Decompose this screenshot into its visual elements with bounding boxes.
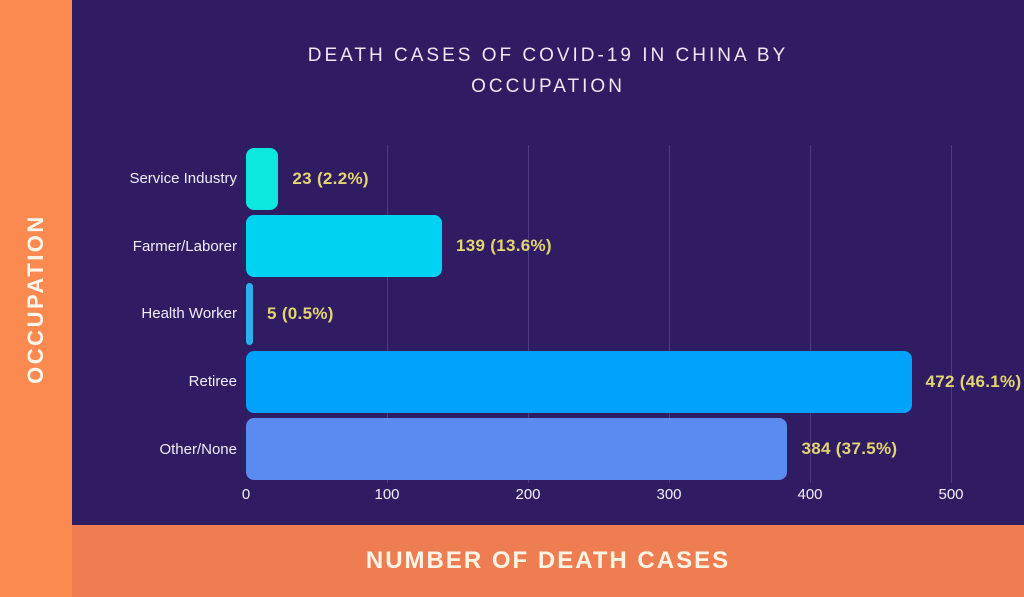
bar-farmer-laborer	[246, 215, 442, 278]
x-axis-title: NUMBER OF DEATH CASES	[365, 547, 731, 574]
value-label: 23 (2.2%)	[292, 168, 369, 188]
bar-retiree	[246, 350, 912, 413]
gridline	[951, 145, 952, 483]
category-label: Service Industry	[129, 170, 237, 188]
value-label: 472 (46.1%)	[925, 371, 1022, 391]
x-axis-title-band: NUMBER OF DEATH CASES	[72, 525, 1024, 597]
value-label: 139 (13.6%)	[455, 236, 552, 256]
gridline	[528, 145, 529, 483]
bar-row: Health Worker 5 (0.5%)	[72, 280, 1024, 348]
category-label: Other/None	[159, 440, 237, 458]
x-tick-label: 0	[241, 486, 251, 503]
chart-area: DEATH CASES OF COVID-19 IN CHINA BY OCCU…	[72, 0, 1024, 525]
bar-row: Farmer/Laborer 139 (13.6%)	[72, 213, 1024, 281]
x-tick-label: 400	[797, 486, 823, 503]
chart-title: DEATH CASES OF COVID-19 IN CHINA BY OCCU…	[307, 45, 789, 98]
y-axis-title-band: OCCUPATION	[0, 0, 72, 597]
bar-health-worker	[246, 282, 254, 345]
bar-service-industry	[246, 147, 279, 210]
x-tick-label: 500	[938, 486, 964, 503]
bar-other-none	[246, 418, 788, 481]
bar-row: Service Industry 23 (2.2%)	[72, 145, 1024, 213]
chart-main: DEATH CASES OF COVID-19 IN CHINA BY OCCU…	[72, 0, 1024, 597]
gridline	[387, 145, 388, 483]
value-label: 384 (37.5%)	[801, 439, 898, 459]
plot-area: Service Industry 23 (2.2%) Farmer/Labore…	[72, 145, 1024, 503]
category-label: Retiree	[188, 373, 237, 391]
x-axis-ticks: 0 100 200 300 400 500	[72, 483, 1024, 505]
bar-row: Other/None 384 (37.5%)	[72, 415, 1024, 483]
gridline	[669, 145, 670, 483]
value-label: 5 (0.5%)	[267, 303, 334, 323]
gridline	[810, 145, 811, 483]
x-tick-label: 100	[374, 486, 400, 503]
y-axis-title: OCCUPATION	[23, 213, 48, 384]
bar-row: Retiree 472 (46.1%)	[72, 348, 1024, 416]
category-label: Farmer/Laborer	[132, 237, 237, 255]
x-tick-label: 300	[656, 486, 682, 503]
category-label: Health Worker	[141, 305, 237, 323]
x-tick-label: 200	[515, 486, 541, 503]
